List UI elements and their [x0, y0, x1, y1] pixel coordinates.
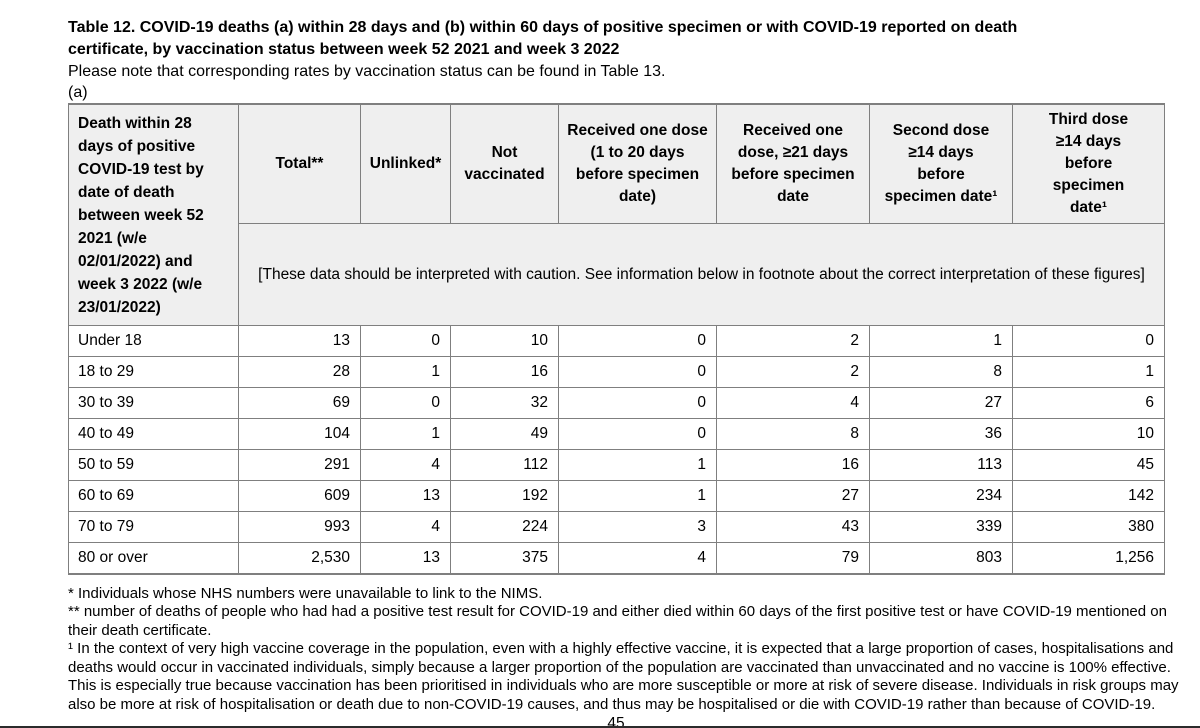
data-cell: 8 [716, 418, 870, 450]
data-cell: 1 [558, 480, 717, 512]
data-cell: 32 [450, 387, 559, 419]
data-cell: 380 [1012, 511, 1165, 543]
data-cell: 339 [869, 511, 1013, 543]
data-cell: 10 [1012, 418, 1165, 450]
data-cell: 45 [1012, 449, 1165, 481]
data-cell: 142 [1012, 480, 1165, 512]
data-cell: 0 [558, 356, 717, 388]
covid-deaths-table: Death within 28 days of positive COVID-1… [68, 103, 1165, 575]
age-group-label: 40 to 49 [68, 418, 239, 450]
data-cell: 0 [558, 418, 717, 450]
data-cell: 224 [450, 511, 559, 543]
row-header-description: Death within 28 days of positive COVID-1… [68, 103, 239, 326]
data-cell: 13 [360, 542, 451, 574]
data-cell: 1,256 [1012, 542, 1165, 574]
column-header-one-dose-1-20: Received one dose (1 to 20 days before s… [558, 103, 717, 224]
data-cell: 1 [360, 356, 451, 388]
data-cell: 13 [360, 480, 451, 512]
data-cell: 79 [716, 542, 870, 574]
footnotes: * Individuals whose NHS numbers were una… [68, 585, 1180, 715]
data-cell: 43 [716, 511, 870, 543]
column-header-one-dose-21plus: Received one dose, ≥21 days before speci… [716, 103, 870, 224]
caution-row: [These data should be interpreted with c… [69, 223, 1165, 326]
data-cell: 10 [450, 325, 559, 357]
data-cell: 16 [450, 356, 559, 388]
data-cell: 609 [238, 480, 361, 512]
page-number: 45 [607, 715, 625, 728]
data-cell: 0 [360, 387, 451, 419]
data-cell: 4 [360, 449, 451, 481]
data-cell: 69 [238, 387, 361, 419]
footnote-double-star: ** number of deaths of people who had ha… [68, 603, 1167, 639]
caution-note: [These data should be interpreted with c… [238, 223, 1165, 326]
age-group-label: Under 18 [68, 325, 239, 357]
data-cell: 36 [869, 418, 1013, 450]
data-cell: 234 [869, 480, 1013, 512]
footnote-one: ¹ In the context of very high vaccine co… [68, 640, 1179, 713]
data-cell: 3 [558, 511, 717, 543]
table-row: 30 to 39 69 0 32 0 4 27 6 [68, 387, 1165, 419]
data-cell: 2,530 [238, 542, 361, 574]
table-title: Table 12. COVID-19 deaths (a) within 28 … [68, 19, 1018, 58]
data-cell: 104 [238, 418, 361, 450]
data-cell: 1 [869, 325, 1013, 357]
age-group-label: 60 to 69 [68, 480, 239, 512]
data-cell: 993 [238, 511, 361, 543]
data-cell: 4 [716, 387, 870, 419]
data-cell: 0 [558, 387, 717, 419]
data-cell: 16 [716, 449, 870, 481]
table-row: 40 to 49 104 1 49 0 8 36 10 [68, 418, 1165, 450]
data-cell: 2 [716, 356, 870, 388]
age-group-label: 30 to 39 [68, 387, 239, 419]
data-cell: 0 [558, 325, 717, 357]
data-cell: 4 [360, 511, 451, 543]
table-row: 60 to 69 609 13 192 1 27 234 142 [68, 480, 1165, 512]
data-cell: 1 [360, 418, 451, 450]
data-cell: 0 [360, 325, 451, 357]
data-cell: 1 [1012, 356, 1165, 388]
column-header-total: Total** [238, 103, 361, 224]
column-header-third-dose: Third dose ≥14 days before specimen date… [1012, 103, 1165, 224]
data-cell: 375 [450, 542, 559, 574]
column-header-second-dose: Second dose ≥14 days before specimen dat… [869, 103, 1013, 224]
data-cell: 291 [238, 449, 361, 481]
data-cell: 27 [869, 387, 1013, 419]
table-note: Please note that corresponding rates by … [68, 63, 666, 80]
data-cell: 1 [558, 449, 717, 481]
table-row: 80 or over 2,530 13 375 4 79 803 1,256 [68, 542, 1165, 574]
data-cell: 192 [450, 480, 559, 512]
data-cell: 2 [716, 325, 870, 357]
column-header-not-vaccinated: Not vaccinated [450, 103, 559, 224]
data-cell: 13 [238, 325, 361, 357]
data-cell: 49 [450, 418, 559, 450]
data-cell: 113 [869, 449, 1013, 481]
data-cell: 8 [869, 356, 1013, 388]
age-group-label: 18 to 29 [68, 356, 239, 388]
age-group-label: 80 or over [68, 542, 239, 574]
table-row: Under 18 13 0 10 0 2 1 0 [68, 325, 1165, 357]
data-cell: 803 [869, 542, 1013, 574]
data-cell: 112 [450, 449, 559, 481]
table-row: 70 to 79 993 4 224 3 43 339 380 [68, 511, 1165, 543]
data-cell: 6 [1012, 387, 1165, 419]
age-group-label: 50 to 59 [68, 449, 239, 481]
table-row: 18 to 29 28 1 16 0 2 8 1 [68, 356, 1165, 388]
data-cell: 27 [716, 480, 870, 512]
age-group-label: 70 to 79 [68, 511, 239, 543]
data-cell: 28 [238, 356, 361, 388]
data-cell: 4 [558, 542, 717, 574]
column-header-unlinked: Unlinked* [360, 103, 451, 224]
table-row: 50 to 59 291 4 112 1 16 113 45 [68, 449, 1165, 481]
panel-a-label: (a) [68, 84, 88, 101]
footnote-star: * Individuals whose NHS numbers were una… [68, 584, 543, 602]
data-cell: 0 [1012, 325, 1165, 357]
header-row: Death within 28 days of positive COVID-1… [68, 103, 1165, 326]
